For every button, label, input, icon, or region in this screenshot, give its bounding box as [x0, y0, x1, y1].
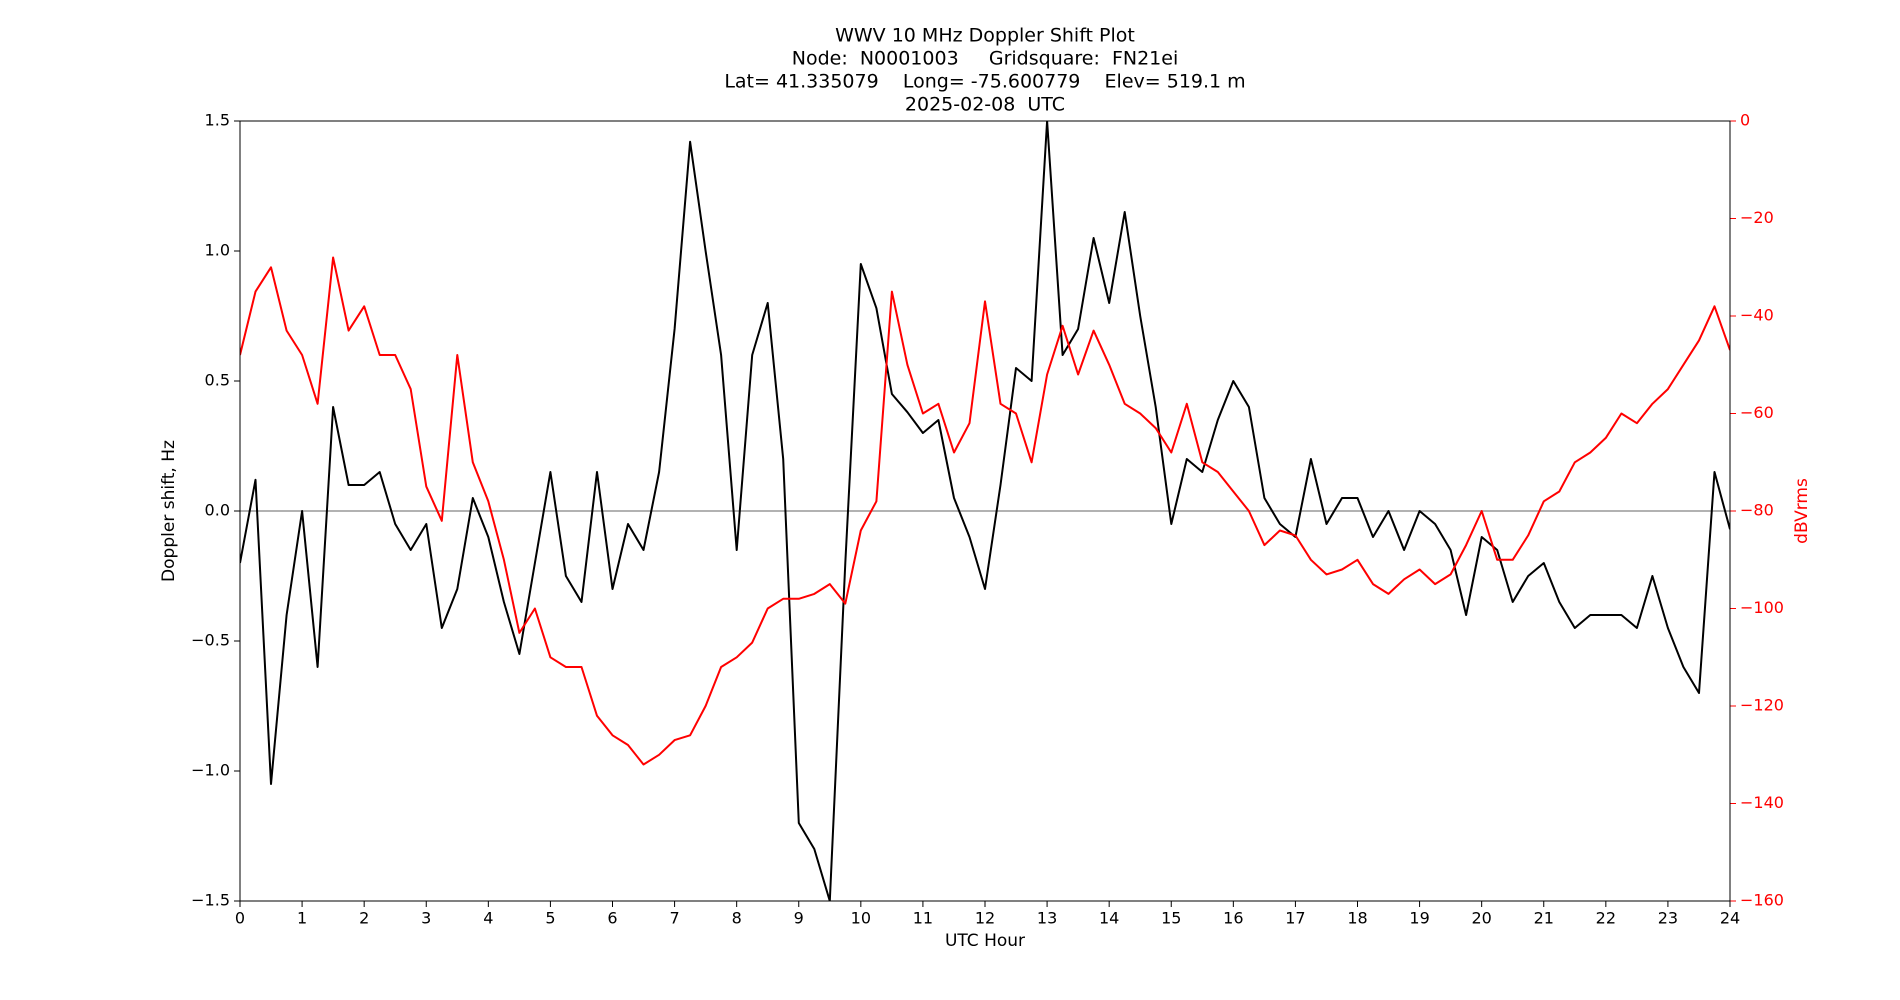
- x-tick-label: 23: [1658, 909, 1678, 928]
- x-tick-label: 7: [669, 909, 679, 928]
- y2-tick-label: −120: [1740, 696, 1784, 715]
- x-tick-label: 5: [545, 909, 555, 928]
- y2-axis-label: dBVrms: [1792, 478, 1812, 544]
- chart-title: 2025-02-08 UTC: [905, 94, 1065, 116]
- x-tick-label: 11: [913, 909, 933, 928]
- x-tick-label: 16: [1223, 909, 1243, 928]
- y2-tick-label: −20: [1740, 208, 1774, 227]
- x-tick-label: 19: [1409, 909, 1429, 928]
- x-axis-label: UTC Hour: [945, 931, 1025, 951]
- x-tick-label: 3: [421, 909, 431, 928]
- chart-title: Node: N0001003 Gridsquare: FN21ei: [792, 48, 1178, 70]
- y2-tick-label: −40: [1740, 306, 1774, 325]
- y-tick-label: 0.0: [205, 501, 230, 520]
- y-axis-label: Doppler shift, Hz: [159, 440, 179, 582]
- x-tick-label: 22: [1596, 909, 1616, 928]
- y-tick-label: 1.5: [205, 111, 230, 130]
- x-tick-label: 20: [1471, 909, 1491, 928]
- chart-title: WWV 10 MHz Doppler Shift Plot: [835, 25, 1135, 47]
- y2-tick-label: −60: [1740, 403, 1774, 422]
- x-tick-label: 18: [1347, 909, 1367, 928]
- y2-tick-label: −100: [1740, 598, 1784, 617]
- y2-tick-label: −140: [1740, 793, 1784, 812]
- x-tick-label: 10: [851, 909, 871, 928]
- x-tick-label: 4: [483, 909, 493, 928]
- y-tick-label: −0.5: [191, 631, 230, 650]
- y-tick-label: −1.5: [191, 891, 230, 910]
- plot-frame: [239, 120, 1731, 902]
- x-tick-label: 14: [1099, 909, 1119, 928]
- x-tick-label: 1: [297, 909, 307, 928]
- y2-tick-label: −160: [1740, 891, 1784, 910]
- y-tick-label: 0.5: [205, 371, 230, 390]
- x-tick-label: 13: [1037, 909, 1057, 928]
- chart-title: Lat= 41.335079 Long= -75.600779 Elev= 51…: [724, 71, 1245, 93]
- x-tick-label: 0: [235, 909, 245, 928]
- y-tick-label: −1.0: [191, 761, 230, 780]
- data-line: [240, 256, 1730, 766]
- x-tick-label: 24: [1720, 909, 1740, 928]
- x-tick-label: 21: [1534, 909, 1554, 928]
- data-line: [240, 121, 1730, 901]
- y2-tick-label: −80: [1740, 501, 1774, 520]
- x-tick-label: 6: [607, 909, 617, 928]
- x-tick-label: 12: [975, 909, 995, 928]
- x-tick-label: 8: [732, 909, 742, 928]
- x-tick-label: 9: [794, 909, 804, 928]
- y2-tick-label: 0: [1740, 111, 1750, 130]
- x-tick-label: 15: [1161, 909, 1181, 928]
- y-tick-label: 1.0: [205, 241, 230, 260]
- x-tick-label: 2: [359, 909, 369, 928]
- x-tick-label: 17: [1285, 909, 1305, 928]
